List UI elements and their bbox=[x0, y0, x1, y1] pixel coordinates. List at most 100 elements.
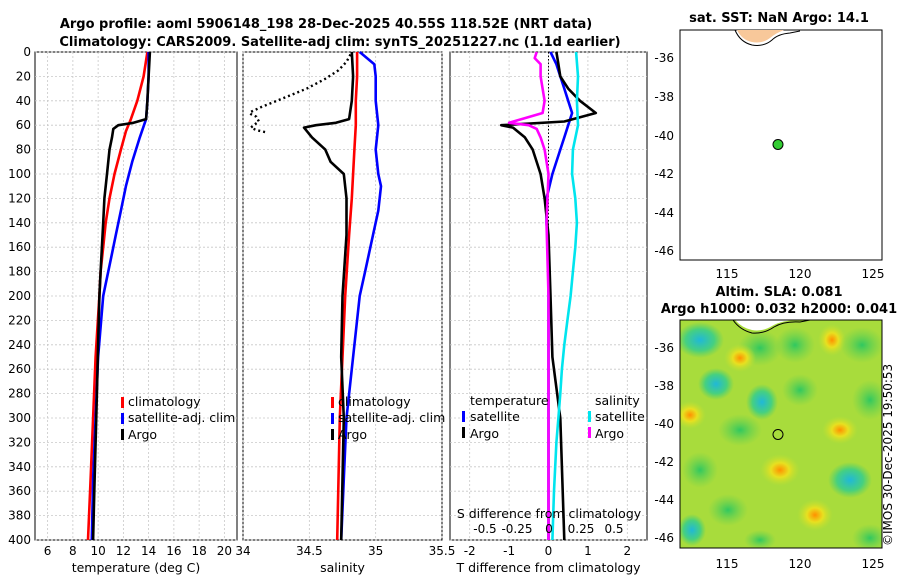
sla-y-tick: -36 bbox=[654, 341, 674, 355]
sla-field bbox=[680, 320, 882, 548]
x-axis-label: T difference from climatology bbox=[455, 560, 641, 575]
series-line-s-argo bbox=[507, 51, 550, 540]
sst-y-tick: -38 bbox=[654, 90, 674, 104]
legend-temperature-heading: temperature bbox=[470, 393, 549, 408]
legend-swatch-clim bbox=[121, 397, 124, 408]
y-tick-label: 300 bbox=[8, 411, 31, 425]
x-tick-label: 34.5 bbox=[296, 544, 323, 558]
s-tick: -0.5 bbox=[473, 522, 496, 536]
sla-map-title-1: Altim. SLA: 0.081 bbox=[716, 285, 843, 300]
y-tick-label: 140 bbox=[8, 216, 31, 230]
sst-map: sat. SST: NaN Argo: 14.1 -36 -38 -40 -42… bbox=[654, 11, 884, 281]
x-tick-label: 34 bbox=[235, 544, 250, 558]
y-tick-label: 260 bbox=[8, 362, 31, 376]
y-tick-label: 80 bbox=[16, 143, 31, 157]
s-tick: 0.5 bbox=[604, 522, 623, 536]
argo-position-marker-sla bbox=[772, 429, 784, 440]
legend-t-argo: Argo bbox=[470, 426, 499, 441]
sla-map-frame bbox=[679, 319, 883, 549]
series-line-satellite-adj-clim bbox=[339, 51, 383, 541]
y-tick-label: 220 bbox=[8, 313, 31, 327]
s-difference-ticks: -0.5 -0.25 0 0.25 0.5 bbox=[473, 522, 623, 536]
legend-t-sat: satellite bbox=[470, 409, 520, 424]
legend-clim: climatology bbox=[338, 394, 411, 409]
sst-y-tick: -44 bbox=[654, 206, 674, 220]
difference-legend: temperature satellite Argo salinity sate… bbox=[462, 393, 645, 441]
legend-sat: satellite-adj. clim bbox=[338, 410, 445, 425]
y-tick-label: 400 bbox=[8, 533, 31, 547]
y-tick-label: 280 bbox=[8, 387, 31, 401]
legend-swatch-t-sat bbox=[462, 411, 465, 422]
y-tick-label: 320 bbox=[8, 435, 31, 449]
series-line-argo bbox=[302, 51, 355, 541]
x-tick-label: 8 bbox=[69, 544, 77, 558]
y-tick-label: 100 bbox=[8, 167, 31, 181]
sla-y-tick: -40 bbox=[654, 417, 674, 431]
x-tick-label: 20 bbox=[217, 544, 232, 558]
sst-y-ticks: -36 -38 -40 -42 -44 -46 bbox=[654, 51, 674, 258]
sst-land-shape bbox=[737, 30, 784, 43]
sst-y-tick: -36 bbox=[654, 51, 674, 65]
series-line-climatology bbox=[86, 51, 149, 541]
sla-x-tick: 125 bbox=[862, 557, 885, 571]
x-tick-label: 16 bbox=[166, 544, 181, 558]
sst-map-title: sat. SST: NaN Argo: 14.1 bbox=[689, 11, 869, 26]
figure-title-line1: Argo profile: aoml 5906148_198 28-Dec-20… bbox=[60, 17, 592, 32]
sst-x-ticks: 115 120 125 bbox=[716, 267, 885, 281]
legend-salinity-heading: salinity bbox=[595, 393, 640, 408]
legend-argo: Argo bbox=[338, 427, 367, 442]
x-axis-label: salinity bbox=[320, 560, 365, 575]
legend-swatch-s-argo bbox=[588, 427, 591, 438]
sla-x-tick: 120 bbox=[789, 557, 812, 571]
y-tick-label: 120 bbox=[8, 191, 31, 205]
difference-panel: -2 -1 0 1 2 T difference from climatology bbox=[449, 51, 648, 575]
x-tick-label: -2 bbox=[464, 544, 476, 558]
y-tick-label: 40 bbox=[16, 94, 31, 108]
s-difference-label: S difference from climatology bbox=[457, 506, 642, 521]
legend-swatch-argo bbox=[121, 429, 124, 440]
legend-argo: Argo bbox=[128, 427, 157, 442]
series-line-argo bbox=[91, 51, 152, 541]
argo-position-marker bbox=[772, 139, 784, 150]
sst-y-tick: -40 bbox=[654, 129, 674, 143]
series-line-argo-dotted- bbox=[248, 53, 352, 134]
sla-y-tick: -42 bbox=[654, 455, 674, 469]
x-tick-label: 12 bbox=[116, 544, 131, 558]
sla-map-title-2: Argo h1000: 0.032 h2000: 0.041 bbox=[661, 302, 897, 317]
sla-y-ticks: -36 -38 -40 -42 -44 -46 bbox=[654, 341, 674, 545]
x-tick-label: 6 bbox=[44, 544, 52, 558]
x-tick-label: 35 bbox=[368, 544, 383, 558]
legend-clim: climatology bbox=[128, 394, 201, 409]
sla-map: Altim. SLA: 0.081 Argo h1000: 0.032 h200… bbox=[654, 285, 897, 571]
sst-x-tick: 125 bbox=[862, 267, 885, 281]
legend-swatch-argo bbox=[331, 429, 334, 440]
sla-y-tick: -38 bbox=[654, 379, 674, 393]
s-tick: 0 bbox=[545, 522, 553, 536]
x-tick-label: 35.5 bbox=[429, 544, 456, 558]
legend-swatch-t-argo bbox=[462, 427, 465, 438]
s-tick: -0.25 bbox=[501, 522, 532, 536]
sla-x-ticks: 115 120 125 bbox=[716, 557, 885, 571]
figure-title-line2: Climatology: CARS2009. Satellite-adj cli… bbox=[59, 35, 620, 50]
y-tick-label: 20 bbox=[16, 69, 31, 83]
sla-y-tick: -44 bbox=[654, 493, 674, 507]
y-tick-label: 60 bbox=[16, 118, 31, 132]
salinity-panel: 34 34.5 35 35.5 salinity bbox=[235, 51, 456, 575]
sst-coastline bbox=[734, 29, 801, 46]
legend-s-argo: Argo bbox=[595, 426, 624, 441]
series-line-climatology bbox=[335, 52, 359, 541]
x-tick-label: 10 bbox=[90, 544, 105, 558]
x-tick-label: 14 bbox=[141, 544, 156, 558]
sst-x-tick: 115 bbox=[716, 267, 739, 281]
x-tick-label: 1 bbox=[584, 544, 592, 558]
y-tick-label: 240 bbox=[8, 338, 31, 352]
legend-sat: satellite-adj. clim bbox=[128, 410, 235, 425]
y-tick-label: 340 bbox=[8, 460, 31, 474]
y-tick-label: 360 bbox=[8, 484, 31, 498]
y-tick-label: 380 bbox=[8, 509, 31, 523]
x-axis-label: temperature (deg C) bbox=[72, 560, 201, 575]
sst-y-tick: -46 bbox=[654, 244, 674, 258]
y-tick-label: 200 bbox=[8, 289, 31, 303]
y-tick-label: 180 bbox=[8, 265, 31, 279]
